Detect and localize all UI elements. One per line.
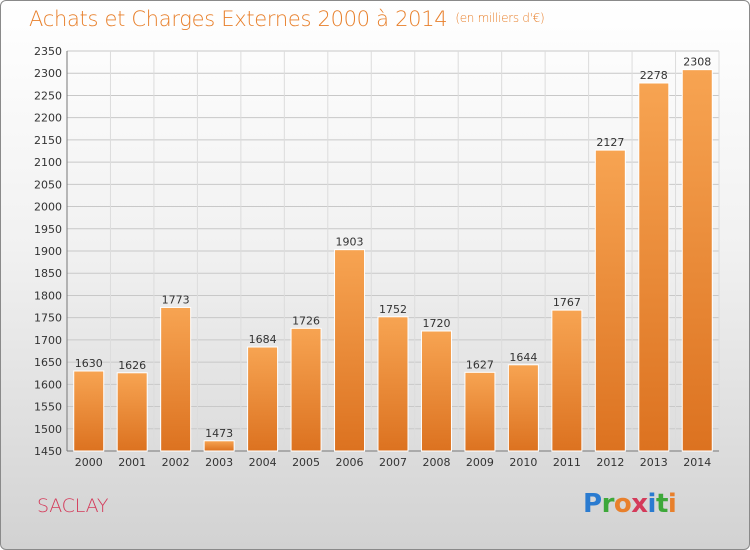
x-tick-label: 2010 — [509, 456, 537, 469]
y-tick-label: 2250 — [34, 89, 62, 102]
bar — [594, 149, 626, 452]
y-tick-label: 1850 — [34, 267, 62, 280]
bar — [160, 306, 192, 452]
bar-value-label: 2308 — [683, 56, 711, 69]
chart-title: Achats et Charges Externes 2000 à 2014 (e… — [29, 7, 545, 31]
bar-value-label: 1644 — [509, 351, 537, 364]
x-tick-label: 2002 — [162, 456, 190, 469]
y-tick-label: 1900 — [34, 245, 62, 258]
bar-value-label: 2127 — [596, 136, 624, 149]
y-tick-label: 2100 — [34, 156, 62, 169]
y-tick-label: 2350 — [34, 45, 62, 58]
bar-value-label: 1903 — [336, 236, 364, 249]
y-tick-label: 1600 — [34, 378, 62, 391]
bar — [290, 327, 322, 452]
bar-value-label: 1473 — [205, 427, 233, 440]
bar — [420, 330, 452, 452]
x-tick-label: 2001 — [118, 456, 146, 469]
bar-value-label: 1627 — [466, 358, 494, 371]
bar — [464, 371, 496, 452]
bar — [247, 346, 279, 452]
bar-value-label: 1726 — [292, 314, 320, 327]
bar-value-label: 1773 — [162, 293, 190, 306]
x-tick-label: 2014 — [683, 456, 711, 469]
bar — [116, 372, 148, 452]
x-tick-label: 2004 — [249, 456, 277, 469]
chart-subtitle: (en milliers d'€) — [455, 11, 545, 25]
x-tick-label: 2005 — [292, 456, 320, 469]
bar-value-label: 1720 — [422, 317, 450, 330]
bar — [203, 440, 235, 452]
x-tick-label: 2009 — [466, 456, 494, 469]
y-tick-label: 1950 — [34, 223, 62, 236]
bar — [551, 309, 583, 452]
y-tick-label: 1450 — [34, 445, 62, 458]
x-tick-label: 2000 — [75, 456, 103, 469]
bar-value-label: 1630 — [75, 357, 103, 370]
bar-value-label: 1752 — [379, 303, 407, 316]
x-tick-label: 2011 — [553, 456, 581, 469]
labels: 1450 1500 1550 1600 1650 1700 1750 1800 1850 1900… — [34, 45, 711, 469]
y-tick-label: 1550 — [34, 401, 62, 414]
bar-value-label: 1626 — [118, 359, 146, 372]
bars — [73, 69, 713, 452]
x-tick-label: 2008 — [422, 456, 450, 469]
bar — [681, 69, 713, 452]
proxiti-logo: Proxiti — [583, 489, 677, 519]
chart-title-text: Achats et Charges Externes 2000 à 2014 — [29, 7, 448, 31]
x-tick-label: 2007 — [379, 456, 407, 469]
bar-value-label: 1767 — [553, 296, 581, 309]
location-name: SACLAY — [37, 495, 109, 517]
y-tick-label: 1800 — [34, 289, 62, 302]
bar — [334, 249, 366, 452]
x-tick-label: 2012 — [596, 456, 624, 469]
x-tick-label: 2006 — [336, 456, 364, 469]
y-tick-label: 1650 — [34, 356, 62, 369]
bar-value-label: 1684 — [249, 333, 277, 346]
y-tick-label: 2000 — [34, 201, 62, 214]
y-tick-label: 1750 — [34, 312, 62, 325]
bar-value-label: 2278 — [640, 69, 668, 82]
bar — [507, 364, 539, 452]
bar — [377, 316, 409, 452]
y-tick-label: 2050 — [34, 178, 62, 191]
x-tick-label: 2013 — [640, 456, 668, 469]
y-tick-label: 2300 — [34, 67, 62, 80]
y-tick-label: 2150 — [34, 134, 62, 147]
bar — [638, 82, 670, 452]
bar — [73, 370, 105, 452]
y-tick-label: 1700 — [34, 334, 62, 347]
y-tick-label: 2200 — [34, 112, 62, 125]
y-tick-label: 1500 — [34, 423, 62, 436]
x-tick-label: 2003 — [205, 456, 233, 469]
